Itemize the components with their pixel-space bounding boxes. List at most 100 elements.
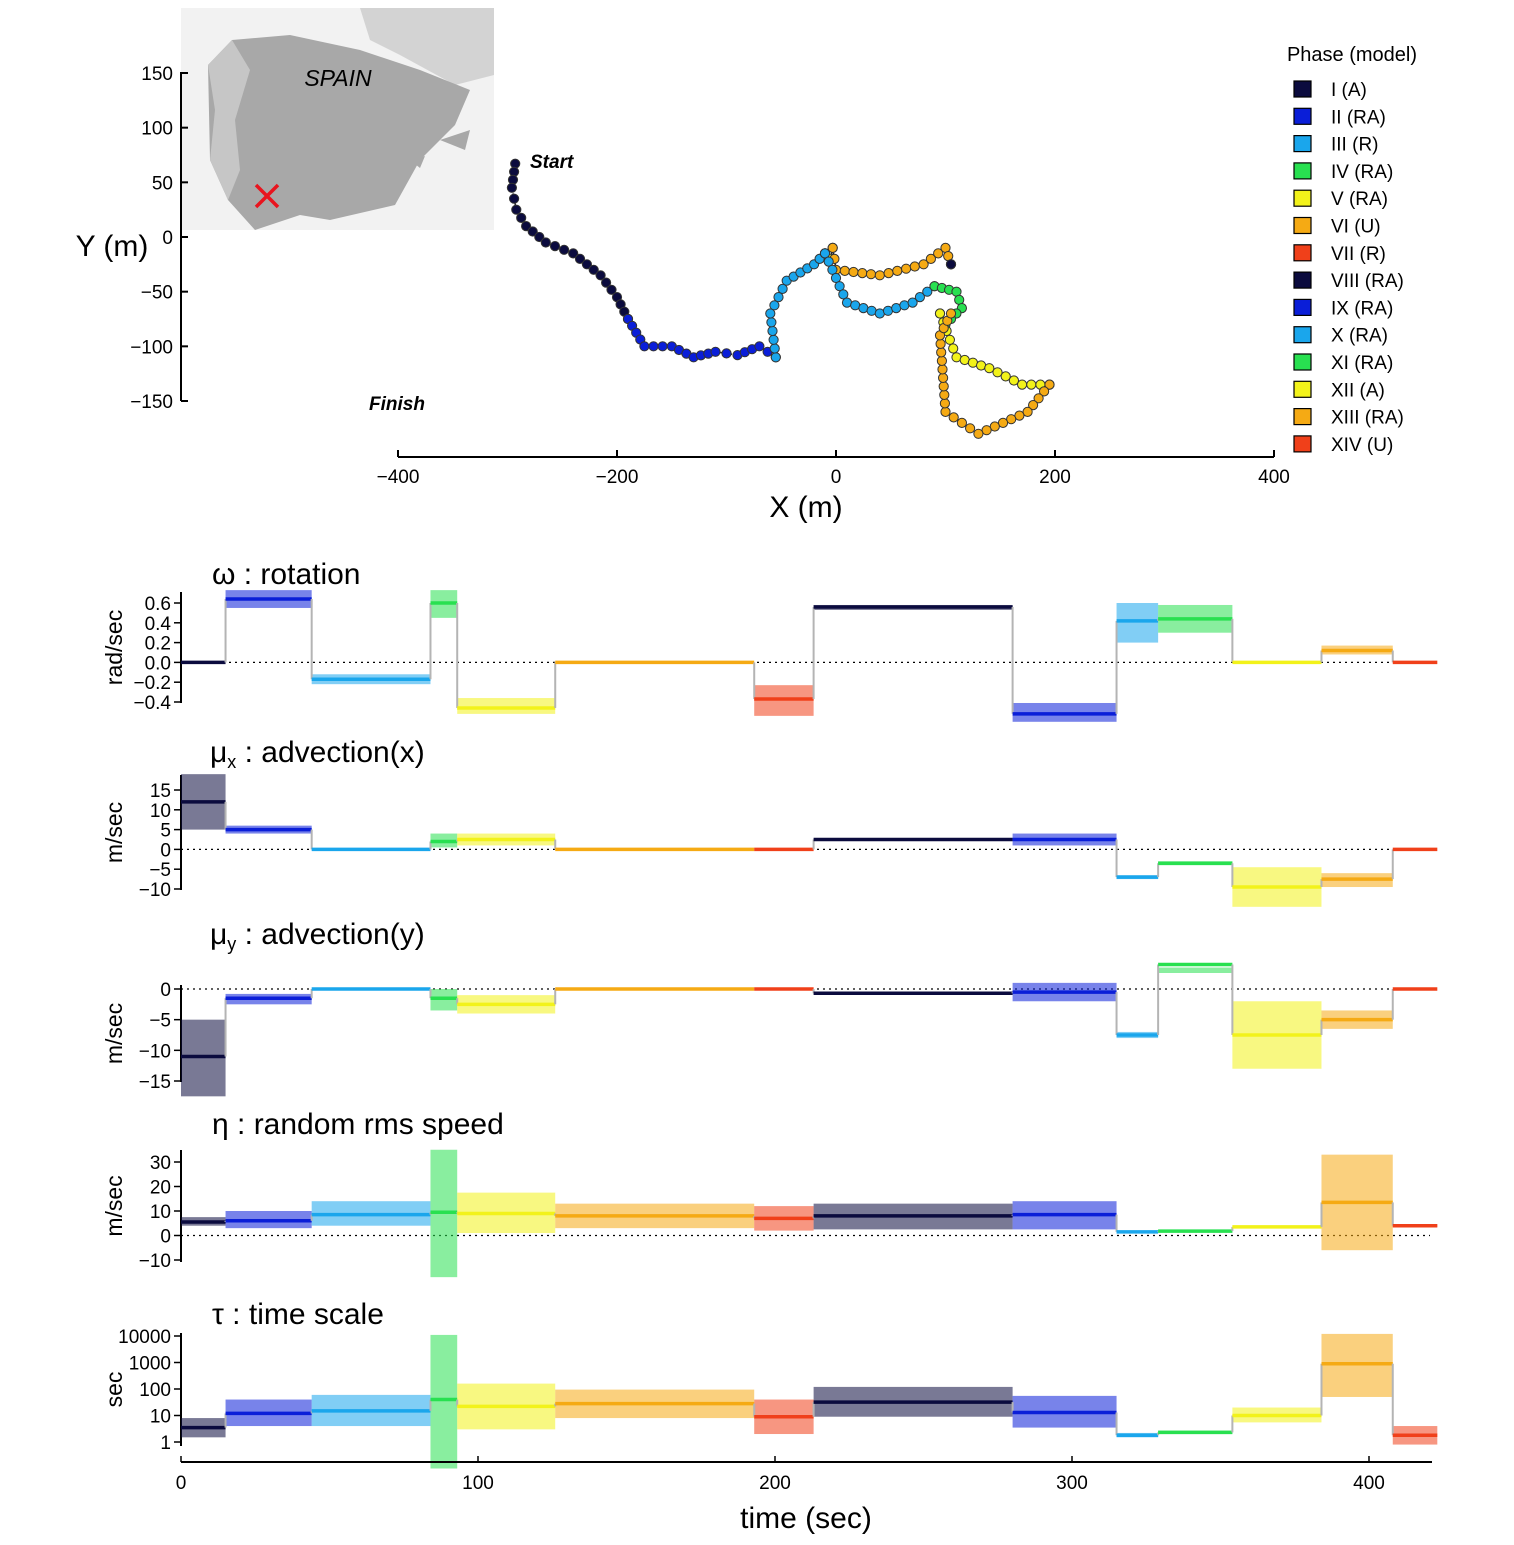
panel-y-axis-label: sec [101, 1372, 127, 1408]
panel-y-tick-label: 0.0 [145, 653, 171, 674]
track-point-XIII [1044, 379, 1055, 390]
time-tick-label: 300 [1056, 1473, 1088, 1494]
track-point-XII [948, 343, 959, 354]
track-point-VI [857, 268, 868, 279]
legend-swatch-III [1293, 135, 1312, 153]
track-point-I [549, 241, 561, 252]
track-point-III [769, 343, 780, 354]
panel-4: 30 20 10 0 −10 m/sec [101, 1149, 1438, 1278]
map-y-axis-label: Y (m) [76, 230, 149, 263]
track-point-XII [944, 334, 956, 345]
panel-y-axis-label: m/sec [101, 1175, 127, 1236]
annotation-start: Start [530, 152, 574, 173]
track-point-XIII [989, 421, 1000, 432]
legend-label-X: X (RA) [1331, 326, 1388, 347]
track-point-XIII [938, 381, 949, 392]
track-point-X [834, 281, 845, 292]
track-point-XIII [936, 347, 947, 358]
location-marker-icon [254, 183, 280, 209]
track-point-II [639, 341, 650, 352]
map-y-tick-label: 150 [141, 64, 173, 85]
track-point-XII [1026, 379, 1037, 390]
panel-y-tick-label: −5 [149, 1011, 171, 1032]
map-y-tick-label: −100 [130, 337, 173, 358]
panel-y-tick-label: 100 [139, 1380, 171, 1401]
panel-y-tick-label: 0 [160, 840, 171, 861]
track-point-X [922, 286, 933, 297]
track-line-I [511, 163, 629, 320]
legend-label-IX: IX (RA) [1331, 298, 1393, 319]
track-point-X [838, 289, 849, 300]
track-point-X [819, 248, 831, 259]
map-x-tick-label: −200 [596, 467, 639, 488]
panel-y-tick-label: 15 [150, 781, 171, 802]
advection-y-text: : advection(y) [236, 918, 424, 951]
track-point-I [559, 244, 570, 255]
legend-label-XII: XII (A) [1331, 380, 1385, 401]
panel-y-tick-label: 1 [160, 1433, 171, 1454]
track-point-XIII [973, 428, 984, 439]
track-point-VI [892, 265, 903, 276]
advection-x-subscript: x [227, 752, 236, 772]
time-tick-label: 100 [462, 1473, 494, 1494]
map-x-axis-label: X (m) [769, 491, 842, 524]
panel-y-tick-label: −15 [139, 1072, 171, 1093]
track-point-I [606, 284, 617, 295]
time-tick-label: 200 [759, 1473, 791, 1494]
track-point-XIII [1006, 414, 1017, 425]
track-point-II [710, 346, 721, 357]
track-point-VI [918, 259, 929, 270]
track-point-I [506, 182, 517, 193]
time-tick-label: 0 [176, 1473, 187, 1494]
panel-3: 0 −5 −10 −15 m/sec [101, 962, 1438, 1097]
legend-label-V: V (RA) [1331, 189, 1388, 210]
inset-label: SPAIN [304, 65, 372, 91]
panel-y-tick-label: −10 [139, 1041, 171, 1062]
phase-legend: Phase (model) I (A) II (RA) III (R) IV (RA)… [1287, 44, 1417, 456]
track-point-I [527, 226, 538, 237]
track-point-XIII [1028, 400, 1039, 411]
legend-title: Phase (model) [1287, 44, 1417, 66]
track-point-I [588, 264, 599, 275]
panel-y-axis-label: rad/sec [101, 610, 127, 685]
panel-y-tick-label: −5 [149, 860, 171, 881]
track-point-I [534, 231, 545, 243]
panel-y-tick-label: 0 [160, 980, 171, 1001]
panel-y-tick-label: 5 [160, 821, 171, 842]
map-axes: 150 100 50 0 −50 −100 −150 −400 −200 0 200 400 [130, 64, 1290, 488]
track-point-II [648, 341, 659, 352]
track-point-III [766, 317, 777, 328]
legend-label-VIII: VIII (RA) [1331, 271, 1404, 292]
track-point-I [568, 248, 579, 259]
panel-y-tick-label: −0.2 [133, 673, 171, 694]
map-tracks [506, 158, 1055, 439]
legend-label-II: II (RA) [1331, 107, 1386, 128]
panel-y-tick-label: 0.2 [145, 634, 171, 655]
legend-label-XIII: XIII (RA) [1331, 408, 1404, 429]
legend-label-I: I (A) [1331, 80, 1367, 101]
track-point-XIII [1022, 406, 1033, 417]
panel-title-time-scale: τ : time scale [212, 1298, 384, 1331]
map-x-tick-label: 400 [1258, 467, 1290, 488]
track-point-XIII [938, 372, 949, 383]
track-point-XII [984, 363, 995, 374]
annotation-finish: Finish [369, 394, 425, 415]
track-point-VI [925, 253, 937, 264]
track-point-III [769, 300, 780, 311]
time-axis-label: time (sec) [740, 1502, 872, 1535]
track-point-III [767, 325, 778, 337]
track-point-VI [839, 265, 850, 276]
track-point-I [581, 259, 593, 270]
track-point-XIII [948, 412, 959, 423]
track-point-XIII [956, 417, 968, 428]
track-point-X [907, 297, 918, 308]
track-point-XIII [1039, 386, 1050, 397]
track-point-XIII [939, 389, 950, 400]
map-y-tick-label: 50 [152, 173, 173, 194]
track-point-XIII [939, 398, 951, 409]
track-point-III [768, 334, 779, 345]
panel-y-tick-label: 10 [150, 801, 171, 822]
track-point-I [540, 237, 551, 248]
panel-y-tick-label: −10 [139, 880, 171, 901]
